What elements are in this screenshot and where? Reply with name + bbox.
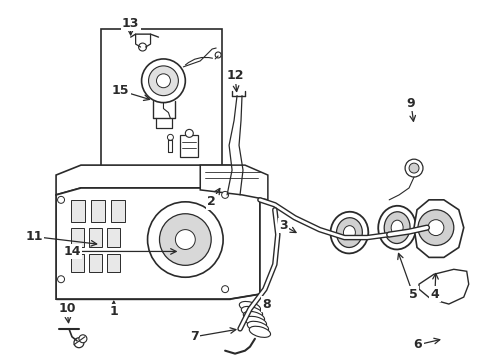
Bar [107,255,120,272]
Circle shape [57,196,65,203]
Ellipse shape [337,218,362,247]
Text: 15: 15 [112,84,129,97]
Circle shape [428,220,444,235]
Text: 11: 11 [25,230,43,243]
Bar [180,135,198,157]
Circle shape [159,214,211,265]
Circle shape [418,210,454,246]
Circle shape [74,338,84,348]
Bar [89,228,102,247]
Bar [71,200,85,222]
Circle shape [57,276,65,283]
Text: 8: 8 [263,297,271,311]
Ellipse shape [239,301,261,312]
Text: 10: 10 [58,302,76,315]
Circle shape [185,129,193,137]
Text: 14: 14 [63,245,81,258]
Ellipse shape [244,311,265,323]
Polygon shape [419,269,469,304]
Ellipse shape [241,306,263,318]
Ellipse shape [391,220,403,235]
Polygon shape [56,165,260,195]
Circle shape [147,202,223,277]
Text: 3: 3 [279,219,288,232]
Text: 2: 2 [207,195,216,208]
Polygon shape [56,188,260,299]
Circle shape [221,286,229,293]
Bar [101,29,222,168]
Text: 12: 12 [226,69,244,82]
Ellipse shape [245,316,267,328]
Text: 7: 7 [190,330,198,343]
Bar [71,255,84,272]
Bar [71,228,84,247]
Text: 4: 4 [431,288,440,301]
Circle shape [221,192,229,198]
Circle shape [139,43,147,51]
Bar [111,200,124,222]
Text: 13: 13 [122,17,139,30]
Circle shape [142,59,185,103]
Polygon shape [200,165,268,200]
Polygon shape [414,200,464,257]
Bar [89,255,102,272]
Ellipse shape [249,326,270,337]
Circle shape [148,66,178,96]
Ellipse shape [343,226,355,239]
Bar [91,200,105,222]
Text: 5: 5 [409,288,417,301]
Circle shape [175,230,196,249]
Circle shape [168,134,173,140]
Text: 6: 6 [414,338,422,351]
Text: 9: 9 [407,97,416,110]
Circle shape [215,52,221,58]
Circle shape [405,159,423,177]
Bar [107,228,120,247]
Circle shape [79,335,87,343]
Ellipse shape [378,206,416,249]
Ellipse shape [384,212,410,243]
Text: 1: 1 [109,306,118,319]
Circle shape [409,163,419,173]
Circle shape [156,74,171,88]
Ellipse shape [330,212,368,253]
Ellipse shape [247,321,269,332]
